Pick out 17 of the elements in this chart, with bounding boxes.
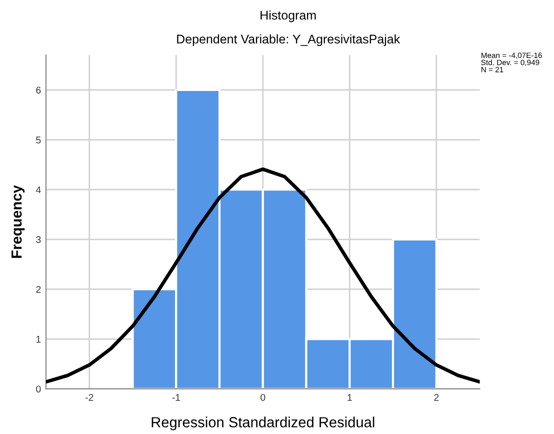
x-tick-label: -1 <box>172 394 180 401</box>
y-tick-label: 5 <box>36 136 41 144</box>
y-tick-label: 3 <box>36 236 41 244</box>
x-tick-label: 0 <box>260 394 266 401</box>
y-tick-label: 2 <box>36 286 41 293</box>
y-tick-label: 6 <box>36 86 41 94</box>
chart-title: Histogram <box>260 10 316 22</box>
y-tick-label: 1 <box>36 336 41 343</box>
x-tick-label: 1 <box>348 394 352 401</box>
line-series <box>46 167 480 384</box>
x-axis-title: Regression Standardized Residual <box>152 416 374 430</box>
y-axis-title: Frequency <box>12 185 25 258</box>
x-tick-label: 2 <box>434 394 439 401</box>
y-tick-label: 4 <box>36 186 41 194</box>
chart-subtitle: Dependent Variable: Y_AgresivitasPajak <box>177 34 400 46</box>
y-tick-label: 0 <box>36 386 41 392</box>
x-tick-label: -2 <box>85 394 94 401</box>
